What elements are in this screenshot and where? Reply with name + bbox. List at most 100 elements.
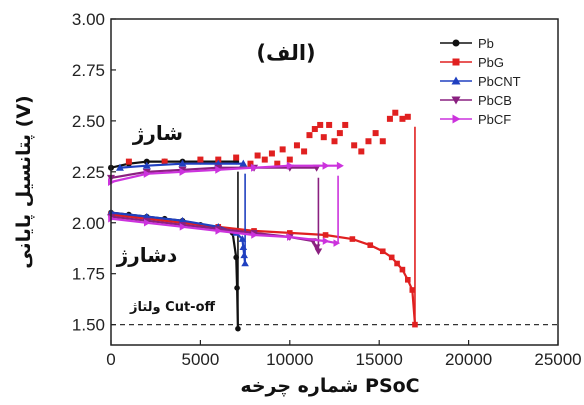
y-tick-label: 2.75 — [72, 61, 105, 80]
discharge-point — [349, 236, 356, 242]
y-axis-title: پتانسیل پایانی (V) — [13, 95, 35, 268]
x-tick-label: 20000 — [445, 350, 492, 369]
charge-point — [178, 159, 187, 167]
charge-point — [268, 150, 275, 157]
charge-point — [286, 156, 293, 163]
discharge-point — [379, 248, 386, 255]
charge-point — [274, 160, 281, 167]
discharge-point — [388, 254, 395, 261]
legend-swatch-marker — [452, 114, 461, 124]
charge-point — [306, 132, 313, 139]
discharge-point — [394, 260, 400, 267]
charge-point — [197, 156, 204, 163]
discharge-point — [143, 218, 151, 227]
cutoff-label: ولتاژ Cut-off — [129, 300, 216, 315]
charge-point — [215, 156, 222, 163]
charge-point — [247, 160, 254, 167]
charge-point — [142, 161, 151, 169]
charge-point — [215, 165, 223, 174]
charge-point — [251, 163, 259, 172]
charge-point — [320, 134, 327, 141]
charge-point — [115, 163, 124, 171]
charge-point — [233, 154, 240, 161]
series-pbcb — [107, 164, 323, 256]
legend-label-pbcb: PbCB — [478, 93, 512, 108]
x-tick-label: 0 — [106, 350, 115, 369]
charge-point — [322, 161, 330, 170]
charge-point — [311, 126, 318, 133]
y-tick-label: 2.25 — [72, 163, 105, 182]
discharge-point — [312, 244, 321, 251]
charge-point — [342, 121, 349, 128]
discharge-point — [178, 216, 187, 224]
charge-point — [239, 159, 248, 167]
charge-point — [372, 130, 379, 137]
x-tick-label: 25000 — [534, 350, 581, 369]
discharge-point — [409, 287, 416, 293]
x-axis-title: شماره چرخه PSoC — [240, 375, 419, 397]
discharge-point — [234, 285, 240, 291]
discharge-line — [110, 217, 337, 245]
x-tick-label: 15000 — [356, 350, 403, 369]
charge-point — [143, 169, 151, 178]
discharge-point — [251, 231, 258, 239]
plot-frame — [110, 18, 559, 346]
x-tick-label: 10000 — [266, 350, 313, 369]
annotation-charge: شارژ — [132, 121, 183, 145]
discharge-point — [367, 242, 374, 248]
annotation-discharge: دشارژ — [116, 243, 177, 267]
discharge-point — [322, 237, 330, 245]
charge-point — [261, 156, 268, 163]
y-tick-label: 1.75 — [72, 265, 105, 284]
discharge-point — [287, 233, 294, 241]
y-tick-label: 1.50 — [72, 316, 105, 335]
charge-point — [379, 138, 386, 145]
charge-point — [125, 158, 132, 165]
charge-point — [358, 148, 365, 155]
discharge-point — [240, 251, 249, 259]
discharge-point — [314, 248, 323, 256]
charge-point — [386, 115, 393, 122]
discharge-point — [287, 230, 293, 236]
charge-point — [279, 146, 286, 153]
discharge-point — [412, 321, 418, 328]
legend-swatch-marker — [451, 96, 461, 105]
chart-title: (الف) — [256, 41, 315, 65]
y-tick-label: 2.00 — [72, 214, 105, 233]
charge-point — [301, 148, 308, 155]
y-tick-label: 2.50 — [72, 112, 105, 131]
charge-point — [392, 109, 399, 116]
discharge-point — [142, 212, 151, 220]
charge-point — [336, 130, 343, 137]
charge-point — [331, 138, 338, 145]
charge-point — [293, 142, 300, 149]
charge-point — [143, 158, 150, 165]
charge-point — [326, 121, 333, 128]
legend-label-pb: Pb — [478, 36, 494, 51]
charge-point — [286, 161, 294, 170]
legend-box — [432, 33, 542, 131]
discharge-point — [179, 223, 187, 231]
charge-point — [351, 142, 358, 149]
discharge-point — [333, 239, 341, 247]
charge-point — [179, 167, 187, 176]
discharge-point — [322, 232, 329, 238]
legend-label-pbcf: PbCF — [478, 112, 511, 127]
discharge-point — [215, 227, 223, 235]
charge-point — [254, 152, 261, 159]
discharge-point — [405, 277, 411, 283]
discharge-point — [241, 259, 249, 267]
charge-point — [336, 161, 344, 170]
charge-point — [365, 138, 372, 145]
discharge-point — [238, 235, 247, 242]
series-pbcf — [108, 161, 344, 247]
discharge-point — [235, 325, 241, 332]
charge-point — [404, 113, 411, 120]
charge-point — [399, 115, 406, 122]
charge-point — [317, 121, 324, 128]
legend-label-pbcnt: PbCNT — [478, 74, 521, 89]
legend-label-pbg: PbG — [478, 55, 504, 70]
charge-line — [110, 164, 340, 184]
legend-swatch-marker — [452, 58, 460, 66]
x-tick-label: 5000 — [181, 350, 219, 369]
